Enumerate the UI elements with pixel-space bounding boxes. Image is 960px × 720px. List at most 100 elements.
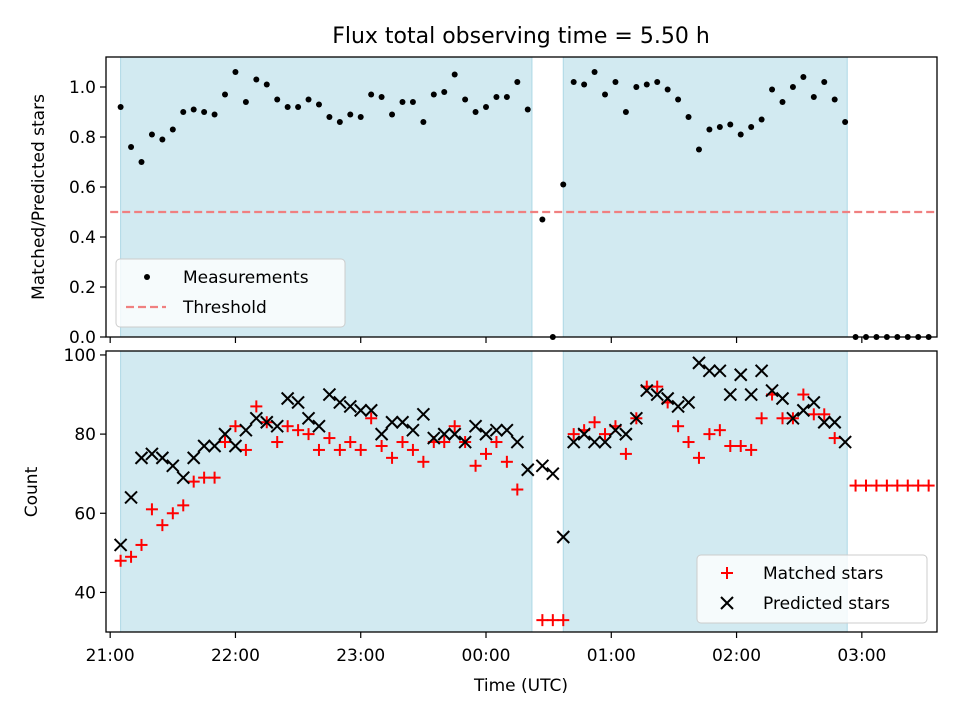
shaded-interval: [120, 350, 533, 633]
predicted-star-point: [510, 435, 525, 449]
predicted-star-stroke: [489, 423, 504, 437]
top-legend-box: [115, 258, 346, 328]
measurement-point: [284, 104, 291, 110]
measurement-point: [591, 69, 598, 75]
matched-star-point: [354, 443, 367, 456]
matched-star-point: [828, 432, 841, 445]
predicted-star-stroke: [145, 447, 159, 461]
measurement-point: [441, 89, 448, 95]
predicted-star-point: [650, 387, 664, 402]
measurement-point: [560, 181, 567, 188]
predicted-star-stroke: [312, 419, 326, 433]
predicted-star-point: [291, 395, 305, 410]
matched-star-point: [713, 424, 726, 437]
predicted-star-stroke: [176, 470, 190, 485]
legend-measurements-marker: [144, 274, 150, 280]
matched-star-point: [480, 447, 493, 460]
legend-predicted-marker: [720, 596, 734, 610]
legend-threshold-label: Threshold: [182, 298, 267, 318]
predicted-star-point: [598, 435, 612, 449]
predicted-star-stroke: [239, 423, 253, 437]
measurement-point: [695, 146, 702, 153]
measurement-point: [159, 136, 166, 143]
y-tick-label: 40: [74, 583, 96, 603]
predicted-star-point: [838, 435, 852, 449]
predicted-star-point: [385, 415, 399, 429]
measurement-point: [493, 94, 500, 100]
predicted-star-stroke: [280, 391, 295, 406]
matched-star-point: [745, 443, 758, 456]
measurement-point: [716, 124, 723, 130]
matched-star-point: [682, 436, 695, 449]
x-tick-label: 21:00: [86, 646, 135, 666]
matched-star-point: [166, 507, 179, 520]
predicted-star-stroke: [807, 395, 821, 410]
matched-star-point: [880, 479, 893, 492]
measurement-point: [420, 119, 427, 125]
y-tick-label: 0.4: [69, 228, 96, 248]
predicted-star-stroke: [640, 383, 654, 398]
measurement-point: [514, 79, 521, 85]
measurement-point: [336, 119, 343, 125]
measurement-point: [347, 111, 354, 118]
measurement-point: [263, 81, 270, 88]
matched-star-point: [271, 436, 284, 449]
predicted-star-stroke: [681, 395, 696, 410]
predicted-star-stroke: [207, 439, 222, 453]
predicted-star-point: [577, 427, 591, 441]
matched-star-point: [145, 503, 158, 516]
predicted-star-stroke: [723, 387, 738, 402]
y-tick-label: 0.8: [69, 128, 96, 148]
predicted-star-stroke: [786, 411, 800, 425]
predicted-star-point: [608, 423, 623, 437]
measurement-point: [831, 96, 838, 103]
predicted-star-stroke: [671, 399, 685, 414]
predicted-star-stroke: [124, 490, 138, 505]
matched-star-point: [692, 451, 705, 464]
matched-star-point: [901, 479, 914, 492]
matched-star-point: [292, 424, 305, 437]
measurement-point: [602, 91, 609, 98]
matched-star-point: [312, 443, 325, 456]
predicted-star-point: [734, 368, 748, 382]
predicted-star-point: [301, 411, 316, 425]
predicted-star-stroke: [228, 439, 243, 453]
measurement-point: [190, 106, 197, 113]
measurement-point: [211, 111, 218, 118]
matched-star-point: [386, 451, 399, 464]
measurement-point: [169, 126, 176, 133]
matched-star-point: [922, 479, 935, 492]
matched-star-point: [651, 380, 664, 393]
predicted-star-point: [354, 403, 368, 418]
matched-star-point: [724, 439, 737, 452]
predicted-star-point: [343, 399, 357, 414]
matched-star-point: [469, 459, 482, 472]
predicted-star-stroke: [260, 415, 274, 429]
predicted-star-point: [437, 427, 451, 441]
predicted-star-stroke: [322, 387, 337, 402]
predicted-star-point: [260, 415, 274, 429]
predicted-star-stroke: [510, 435, 525, 449]
matched-star-point: [417, 455, 430, 468]
measurement-point: [180, 109, 187, 115]
measurement-point: [295, 104, 302, 110]
matched-star-point: [344, 436, 357, 449]
predicted-star-stroke: [385, 415, 399, 429]
predicted-star-stroke: [406, 423, 420, 437]
predicted-star-stroke: [546, 466, 560, 481]
predicted-star-point: [176, 470, 190, 485]
predicted-star-stroke: [113, 538, 128, 552]
matched-star-point: [776, 412, 789, 425]
measurement-point: [685, 114, 692, 120]
matched-star-point: [365, 412, 378, 425]
predicted-star-point: [249, 411, 264, 425]
matched-star-point: [807, 408, 820, 421]
measurement-point: [503, 94, 510, 100]
predicted-star-point: [134, 451, 149, 465]
matched-star-point: [208, 471, 221, 484]
predicted-star-point: [807, 395, 821, 410]
x-axis-label: Time (UTC): [473, 676, 568, 696]
matched-star-point: [672, 420, 685, 433]
predicted-star-stroke: [458, 435, 472, 449]
